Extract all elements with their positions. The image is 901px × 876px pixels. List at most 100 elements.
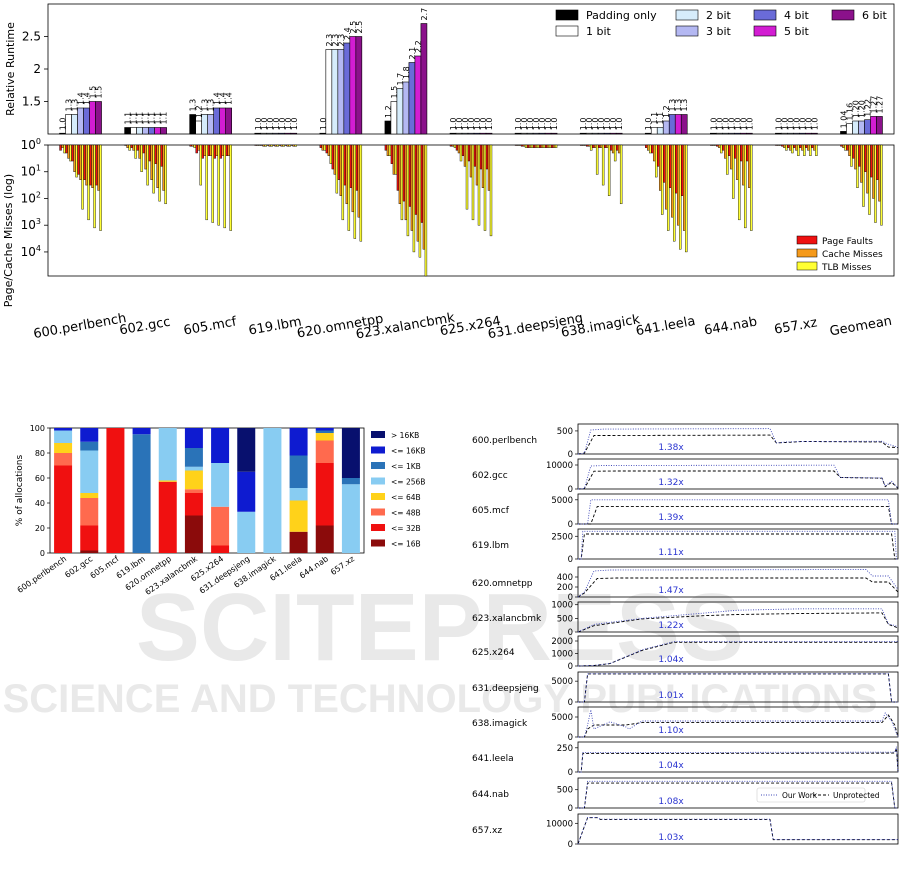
misses-bar bbox=[193, 144, 196, 148]
misses-bar bbox=[663, 144, 666, 183]
runtime-bar-label: 1.2 bbox=[195, 105, 204, 118]
runtime-bar bbox=[160, 127, 167, 135]
misses-legend-label: TLB Misses bbox=[821, 263, 872, 273]
runtime-bar-label: 1.0 bbox=[455, 117, 464, 130]
runtime-bar-label: 1.0 bbox=[810, 117, 819, 130]
alloc-bar-segment bbox=[158, 481, 177, 553]
misses-bar bbox=[746, 144, 749, 162]
misses-bar bbox=[124, 144, 127, 146]
bottom-ytick-label: 100 bbox=[21, 137, 41, 152]
runtime-bar bbox=[591, 132, 599, 135]
alloc-ytick-label: 20 bbox=[35, 524, 45, 533]
alloc-category-label: 600.perlbench bbox=[16, 554, 69, 595]
runtime-bar-label: 1.1 bbox=[160, 112, 169, 125]
runtime-bar-label: 1.1 bbox=[130, 112, 139, 125]
misses-bar bbox=[142, 144, 145, 154]
misses-bar bbox=[451, 144, 455, 147]
misses-bar bbox=[341, 144, 345, 221]
misses-bar bbox=[605, 144, 609, 148]
runtime-bar bbox=[83, 107, 90, 135]
runtime-bar-label: 1.0 bbox=[532, 117, 541, 130]
alloc-legend-swatch bbox=[371, 508, 385, 516]
runtime-bar-label: 1.5 bbox=[390, 86, 399, 99]
alloc-bar-segment bbox=[184, 428, 203, 448]
memory-ytick-label: 1000 bbox=[551, 650, 573, 660]
alloc-bar-segment bbox=[289, 488, 308, 501]
top-ytick-label: 2.5 bbox=[22, 30, 41, 44]
bottom-ytick-label: 101 bbox=[21, 164, 41, 179]
misses-bar bbox=[681, 144, 684, 196]
runtime-bar bbox=[136, 127, 143, 135]
misses-bar bbox=[874, 144, 877, 223]
misses-bar bbox=[878, 144, 881, 202]
alloc-legend-swatch bbox=[371, 477, 385, 485]
alloc-bar-segment bbox=[54, 453, 73, 466]
runtime-bar-label: 1.0 bbox=[774, 117, 783, 130]
misses-bar bbox=[217, 144, 220, 226]
misses-bar bbox=[842, 144, 845, 148]
runtime-bar bbox=[674, 114, 682, 135]
misses-bar bbox=[791, 144, 794, 154]
misses-bar bbox=[286, 144, 289, 147]
misses-bar bbox=[880, 144, 883, 226]
alloc-legend-swatch bbox=[371, 431, 385, 438]
misses-bar bbox=[487, 144, 491, 191]
misses-bar bbox=[215, 144, 218, 156]
misses-bar bbox=[91, 144, 94, 188]
misses-bar bbox=[793, 144, 796, 148]
runtime-bar-label: 1.0 bbox=[733, 117, 742, 130]
alloc-legend-label: > 16KB bbox=[391, 431, 419, 440]
misses-bar bbox=[579, 144, 583, 146]
memory-ytick-label: 0 bbox=[568, 840, 573, 850]
watermark-line1: SCITEPRESS bbox=[136, 574, 744, 681]
misses-bar bbox=[528, 144, 532, 148]
runtime-bar-label: 1.22 bbox=[863, 99, 872, 117]
misses-bar bbox=[97, 144, 100, 191]
misses-bar bbox=[661, 144, 664, 215]
misses-bar bbox=[599, 144, 603, 148]
memory-ytick-label: 2000 bbox=[551, 637, 573, 647]
alloc-bar-segment bbox=[80, 441, 99, 451]
misses-bar bbox=[613, 144, 617, 162]
misses-bar bbox=[846, 144, 849, 151]
runtime-legend-label: 6 bit bbox=[862, 9, 888, 22]
runtime-bar bbox=[805, 132, 812, 135]
runtime-bar-label: 2.3 bbox=[337, 34, 346, 47]
runtime-bar-label: 1.0 bbox=[585, 117, 594, 130]
runtime-bar-label: 1.1 bbox=[148, 112, 157, 125]
misses-bar bbox=[158, 144, 161, 202]
alloc-legend-label: <= 16B bbox=[391, 540, 421, 549]
misses-bar bbox=[79, 144, 82, 180]
runtime-bar bbox=[319, 132, 327, 135]
benchmark-tick-label: 657.xz bbox=[773, 315, 819, 337]
alloc-axes-frame bbox=[49, 427, 365, 554]
misses-bar bbox=[593, 144, 597, 148]
misses-bar bbox=[323, 144, 327, 151]
misses-bar bbox=[716, 144, 719, 147]
runtime-bar-label: 1.1 bbox=[650, 112, 659, 125]
runtime-bar bbox=[775, 132, 782, 135]
misses-bar bbox=[61, 144, 64, 148]
runtime-bar-label: 1.4 bbox=[83, 92, 92, 105]
runtime-bar bbox=[95, 101, 102, 135]
runtime-legend-label: 5 bit bbox=[784, 25, 810, 38]
bottom-ytick-label: 104 bbox=[21, 244, 41, 259]
misses-bar bbox=[319, 144, 323, 148]
misses-bar bbox=[732, 144, 735, 199]
misses-bar bbox=[659, 144, 662, 191]
our-work-line bbox=[577, 428, 899, 455]
unprotected-line bbox=[577, 817, 898, 845]
runtime-bar-label: 1.3 bbox=[65, 99, 74, 112]
runtime-bar bbox=[343, 42, 351, 135]
runtime-bar bbox=[644, 132, 652, 135]
runtime-bar bbox=[710, 132, 717, 135]
misses-bar bbox=[651, 144, 654, 154]
misses-bar bbox=[457, 144, 461, 154]
memory-ytick-label: 250 bbox=[557, 744, 573, 754]
misses-bar bbox=[325, 144, 329, 154]
misses-legend-swatch bbox=[796, 261, 818, 271]
runtime-bar bbox=[734, 132, 741, 135]
runtime-bar bbox=[722, 132, 729, 135]
